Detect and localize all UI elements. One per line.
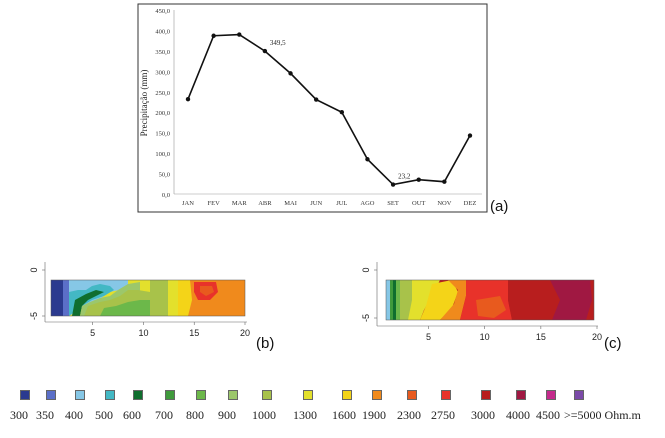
- legend-swatch: [342, 390, 352, 400]
- y-tick-label: 300,0: [155, 69, 170, 76]
- legend-label: 1000: [252, 408, 276, 422]
- x-tick-label: 15: [189, 328, 199, 338]
- line-chart-ylabel: Precipitação (mm): [139, 70, 149, 137]
- legend-swatch: [20, 390, 30, 400]
- legend-label: 2750: [431, 408, 455, 422]
- legend-swatch: [228, 390, 238, 400]
- data-point: [365, 157, 370, 162]
- data-point: [442, 179, 447, 184]
- data-point: [237, 32, 242, 37]
- y-tick-label: 0,0: [162, 192, 170, 199]
- legend-label: 1300: [293, 408, 317, 422]
- panel-label-a: (a): [490, 198, 509, 215]
- x-tick-label: JAN: [182, 200, 194, 207]
- y-tick-label: -5: [361, 314, 371, 322]
- x-tick-label: SET: [387, 200, 399, 207]
- legend-swatch: [75, 390, 85, 400]
- legend-swatch: [46, 390, 56, 400]
- legend-label: 900: [218, 408, 236, 422]
- legend-swatch: [546, 390, 556, 400]
- y-tick-label: 150,0: [155, 131, 170, 138]
- panel-label-c: (c): [604, 335, 622, 352]
- legend-label: 1600: [332, 408, 356, 422]
- data-label: 349,5: [270, 39, 286, 47]
- legend-swatch: [165, 390, 175, 400]
- legend-label: 700: [155, 408, 173, 422]
- precip-series-line: [187, 33, 471, 186]
- legend-label: 400: [65, 408, 83, 422]
- color-legend: 300 350 400 500 600 700 800 900 1000 1300 1600 1900…: [0, 384, 665, 434]
- legend-label: 3000: [471, 408, 495, 422]
- legend-label: 800: [186, 408, 204, 422]
- data-point: [313, 97, 319, 102]
- legend-swatch: [441, 390, 451, 400]
- y-tick-label: 350,0: [155, 49, 170, 56]
- y-tick-label: 250,0: [155, 90, 170, 97]
- data-point: [467, 133, 473, 138]
- x-tick-label: JUL: [336, 200, 347, 207]
- legend-label: 600: [123, 408, 141, 422]
- data-point: [262, 48, 268, 54]
- legend-swatch: [133, 390, 143, 400]
- x-tick-label: FEV: [207, 200, 220, 207]
- y-tick-label: 450,0: [155, 8, 170, 15]
- y-tick-label: 100,0: [155, 151, 170, 158]
- y-tick-label: 400,0: [155, 28, 170, 35]
- legend-label: 4000: [506, 408, 530, 422]
- y-tick-label: 200,0: [155, 110, 170, 117]
- x-tick-label: AGO: [360, 200, 374, 207]
- x-tick-label: 20: [240, 328, 250, 338]
- x-tick-label: MAR: [232, 200, 247, 207]
- data-point: [185, 96, 191, 102]
- x-tick-label: OUT: [412, 200, 425, 207]
- x-tick-label: NOV: [437, 200, 451, 207]
- data-point: [339, 110, 345, 115]
- data-point: [390, 182, 396, 187]
- resistivity-section-b: [50, 279, 246, 317]
- data-label: 23,2: [398, 173, 411, 181]
- legend-label: 300: [10, 408, 28, 422]
- x-tick-label: JUN: [310, 200, 322, 207]
- line-chart-frame: [137, 3, 488, 213]
- legend-label: 500: [95, 408, 113, 422]
- x-tick-label: DEZ: [464, 200, 477, 207]
- legend-label: 4500: [536, 408, 560, 422]
- legend-swatch: [303, 390, 313, 400]
- x-tick-label: 20: [592, 332, 602, 342]
- data-point: [288, 71, 293, 76]
- legend-swatch: [372, 390, 382, 400]
- legend-swatch: [105, 390, 115, 400]
- legend-label: >=5000 Ohm.m: [564, 408, 641, 422]
- x-tick-label: 5: [90, 328, 95, 338]
- legend-label: 1900: [362, 408, 386, 422]
- legend-swatch: [407, 390, 417, 400]
- legend-swatch: [516, 390, 526, 400]
- legend-swatch: [262, 390, 272, 400]
- data-point: [211, 33, 216, 38]
- x-tick-label: 10: [138, 328, 148, 338]
- y-tick-label: 50,0: [159, 172, 170, 179]
- x-tick-label: 15: [536, 332, 546, 342]
- legend-label: 2300: [397, 408, 421, 422]
- legend-swatch: [574, 390, 584, 400]
- x-tick-label: 10: [480, 332, 490, 342]
- legend-swatch: [481, 390, 491, 400]
- legend-swatch: [196, 390, 206, 400]
- legend-label: 350: [36, 408, 54, 422]
- resistivity-section-c: [385, 279, 595, 321]
- y-tick-label: -5: [29, 312, 39, 320]
- x-tick-label: ABR: [258, 200, 272, 207]
- data-point: [416, 177, 421, 182]
- x-tick-label: 5: [426, 332, 431, 342]
- panel-label-b: (b): [256, 335, 275, 352]
- y-tick-label: 0: [29, 267, 39, 272]
- x-tick-label: MAI: [284, 200, 297, 207]
- y-tick-label: 0: [361, 267, 371, 272]
